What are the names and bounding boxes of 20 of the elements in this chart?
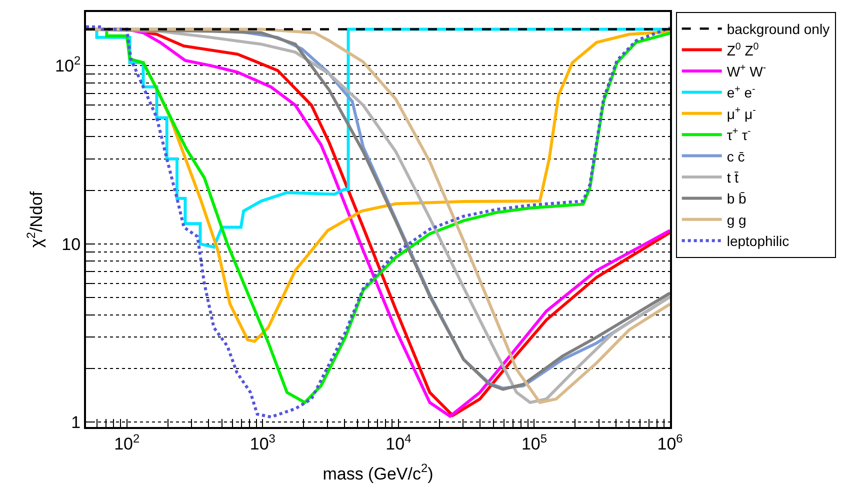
- legend-label: Z$^{0}$ Z$^{0}$: [726, 41, 760, 58]
- x-axis-title: mass (GeV/c$^{2}$): [322, 461, 434, 484]
- legend-label: μ$^{+}$ μ$^{-}$: [726, 104, 756, 122]
- x-tick-label: 10$^{3}$: [250, 431, 276, 454]
- legend-label: W$^{+}$ W$^{-}$: [726, 62, 766, 80]
- x-tick-label: 10$^{6}$: [657, 431, 684, 454]
- legend-label: g g: [726, 212, 746, 228]
- legend-label: e$^{+}$ e$^{-}$: [726, 84, 756, 101]
- y-tick-label: 10: [62, 234, 81, 254]
- x-tick-label: 10$^{2}$: [114, 431, 140, 454]
- legend-label: background only: [726, 21, 830, 38]
- legend-label: b b̄: [726, 190, 747, 207]
- legend-label: τ$^{+}$ τ$^{-}$: [726, 126, 751, 144]
- x-tick-label: 10$^{4}$: [386, 431, 412, 454]
- y-tick-label: 10$^{2}$: [55, 53, 81, 76]
- legend-label: leptophilic: [726, 233, 790, 250]
- y-tick-label: 1: [71, 413, 81, 432]
- legend-label: c c̄: [726, 148, 745, 164]
- legend-label: t t̄: [726, 169, 739, 186]
- x-tick-label: 10$^{5}$: [521, 431, 548, 454]
